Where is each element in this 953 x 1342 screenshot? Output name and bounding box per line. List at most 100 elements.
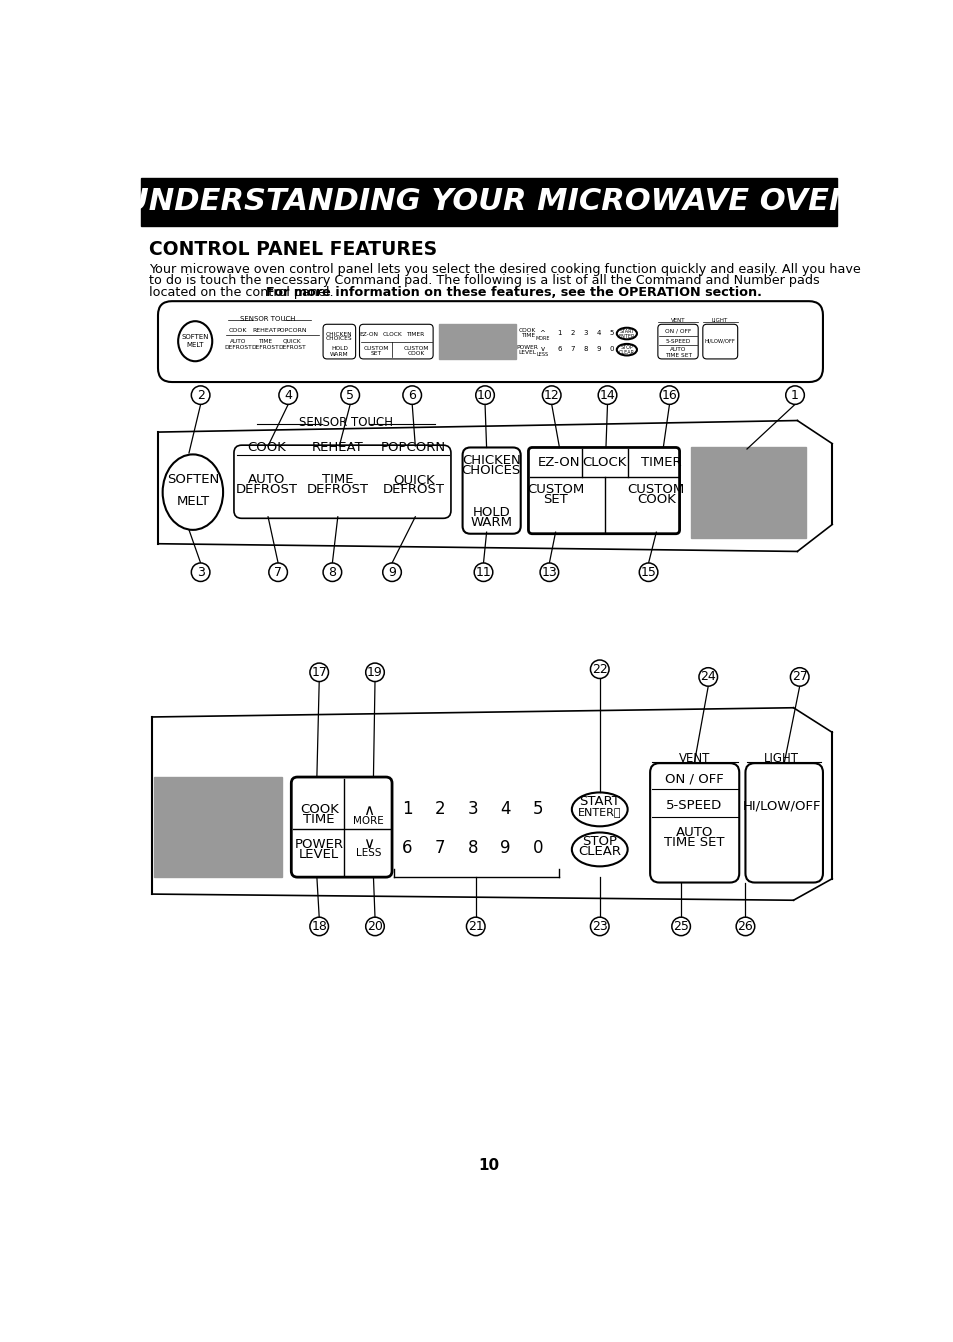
Text: TIME: TIME [257,338,272,344]
Bar [438,325,516,358]
Text: CHICKEN: CHICKEN [461,454,520,467]
Text: POPCORN: POPCORN [276,327,307,333]
Text: 3: 3 [583,330,587,336]
Text: LEVEL: LEVEL [299,848,339,860]
Text: DEFROST: DEFROST [382,483,444,497]
Text: QUICK: QUICK [282,338,301,344]
Text: 23: 23 [591,919,607,933]
FancyBboxPatch shape [649,764,739,883]
Text: 4: 4 [284,389,292,401]
Text: CLEAR: CLEAR [618,350,634,356]
Text: EZ-ON: EZ-ON [359,331,378,337]
Text: EZ-ON: EZ-ON [537,456,580,470]
Text: DEFROST: DEFROST [278,345,306,350]
FancyBboxPatch shape [462,447,520,534]
Text: CUSTOM: CUSTOM [526,483,583,495]
Circle shape [639,564,658,581]
Circle shape [699,668,717,686]
Text: 5: 5 [609,330,614,336]
Circle shape [474,564,493,581]
FancyBboxPatch shape [359,325,433,358]
Circle shape [310,917,328,935]
Text: 13: 13 [541,566,557,578]
Text: 4: 4 [597,330,600,336]
FancyBboxPatch shape [291,777,392,878]
Text: 12: 12 [543,389,559,401]
Text: 24: 24 [700,671,716,683]
Circle shape [590,917,608,935]
FancyBboxPatch shape [658,325,698,358]
Circle shape [542,386,560,404]
Ellipse shape [178,321,212,361]
Text: 9: 9 [388,566,395,578]
Text: 10: 10 [476,389,493,401]
Circle shape [598,386,617,404]
Text: CHICKEN: CHICKEN [326,331,353,337]
Text: SET: SET [542,494,567,506]
Text: HOLD: HOLD [472,506,510,519]
Text: CUSTOM: CUSTOM [403,346,428,350]
Circle shape [192,386,210,404]
Circle shape [192,564,210,581]
Text: 0: 0 [609,346,614,352]
Text: CLEAR: CLEAR [578,845,620,859]
Text: MORE: MORE [353,816,384,825]
Text: 1: 1 [790,389,799,401]
Text: 25: 25 [673,919,688,933]
Text: 7: 7 [570,346,575,352]
Text: CLOCK: CLOCK [581,456,626,470]
FancyBboxPatch shape [323,325,355,358]
Text: UNDERSTANDING YOUR MICROWAVE OVEN: UNDERSTANDING YOUR MICROWAVE OVEN [124,188,853,216]
Ellipse shape [162,455,223,530]
Text: 14: 14 [599,389,615,401]
Text: VENT: VENT [670,318,684,323]
Text: COOK: COOK [229,327,247,333]
Text: 5: 5 [346,389,354,401]
Text: ENTER: ENTER [618,334,635,340]
FancyBboxPatch shape [158,301,822,382]
Text: 16: 16 [661,389,677,401]
Text: For more information on these features, see the OPERATION section.: For more information on these features, … [266,286,761,299]
Text: TIMER: TIMER [640,456,681,470]
Text: REHEAT: REHEAT [312,442,363,454]
Text: 27: 27 [791,671,807,683]
Text: 8: 8 [467,839,477,858]
Text: COOK: COOK [518,327,536,333]
Circle shape [671,917,690,935]
Text: 6: 6 [408,389,416,401]
Text: TIME: TIME [520,333,535,338]
Circle shape [466,917,484,935]
Text: 1: 1 [402,800,413,819]
Text: POWER: POWER [294,837,343,851]
Text: SET: SET [371,352,381,356]
Text: AUTO: AUTO [230,338,246,344]
Text: TIMER: TIMER [406,331,424,337]
Text: Your microwave oven control panel lets you select the desired cooking function q: Your microwave oven control panel lets y… [149,263,860,275]
Text: located on the control panel.: located on the control panel. [149,286,337,299]
Text: POWER: POWER [517,345,538,350]
Text: 11: 11 [476,566,491,578]
Circle shape [539,564,558,581]
Text: COOK: COOK [247,442,286,454]
Text: 2: 2 [435,800,445,819]
Text: 2: 2 [570,330,575,336]
Circle shape [310,663,328,682]
Text: 7: 7 [435,839,445,858]
Text: 7: 7 [274,566,282,578]
Circle shape [402,386,421,404]
Text: VENT: VENT [678,752,709,765]
Text: DEFROST: DEFROST [251,345,278,350]
Text: LEVEL: LEVEL [518,350,537,356]
Text: 8: 8 [583,346,587,352]
Text: LIGHT: LIGHT [763,752,799,765]
Text: TIME: TIME [303,813,335,825]
Text: 5-SPEED: 5-SPEED [665,798,721,812]
Text: POPCORN: POPCORN [381,442,446,454]
Text: WARM: WARM [330,352,348,357]
Text: AUTO: AUTO [675,825,712,839]
Text: DEFROST: DEFROST [307,483,369,497]
Text: WARM: WARM [470,517,512,530]
Text: 17: 17 [311,666,327,679]
Circle shape [659,386,679,404]
Circle shape [340,386,359,404]
